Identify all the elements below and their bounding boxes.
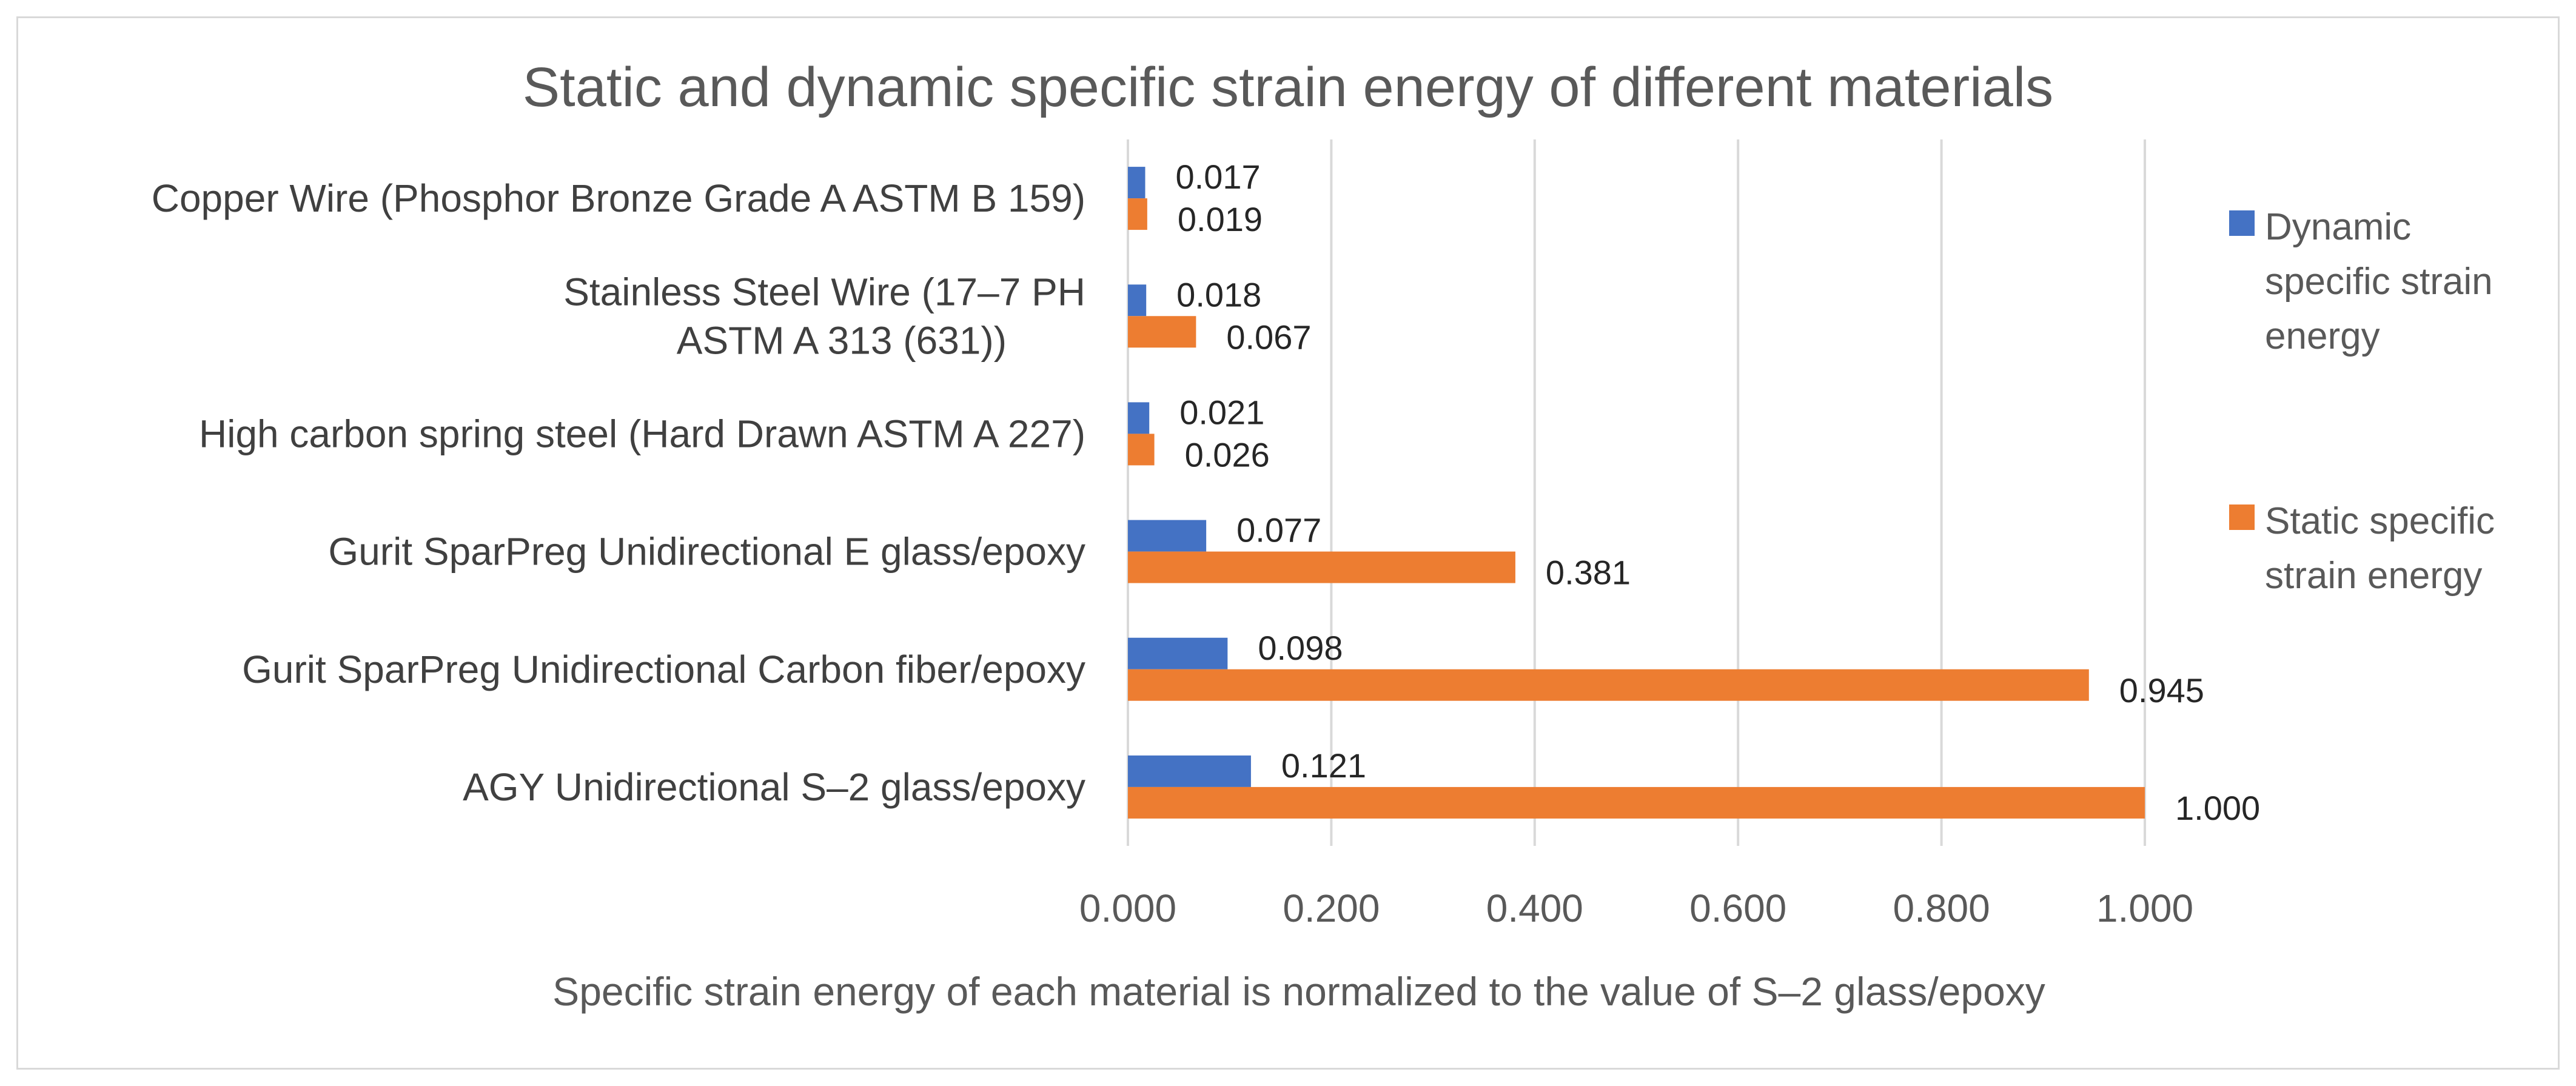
bars — [1128, 167, 2145, 819]
legend-label: strain energy — [2265, 555, 2482, 597]
bar — [1128, 755, 1251, 787]
data-label: 0.018 — [1176, 275, 1261, 313]
gridlines — [1127, 139, 2146, 846]
category-labels: Copper Wire (Phosphor Bronze Grade A AST… — [152, 176, 1085, 809]
chart-area — [16, 16, 2560, 1070]
data-label: 0.098 — [1258, 629, 1343, 667]
x-tick-label: 0.400 — [1486, 887, 1583, 930]
legend-label: Static specific — [2265, 500, 2495, 542]
bar — [1128, 316, 1196, 348]
x-tick-labels: 0.000 0.200 0.400 0.600 0.800 1.000 — [1079, 887, 2193, 930]
data-label: 0.945 — [2119, 671, 2204, 709]
data-label: 0.026 — [1185, 435, 1270, 474]
data-label: 0.019 — [1178, 200, 1263, 238]
data-label: 1.000 — [2175, 789, 2260, 827]
x-tick-label: 0.600 — [1689, 887, 1786, 930]
data-label: 0.067 — [1226, 318, 1311, 356]
data-label: 0.017 — [1176, 158, 1261, 196]
category-label: ASTM A 313 (631)) — [677, 318, 1007, 362]
bar — [1128, 434, 1155, 466]
bar — [1128, 167, 1145, 199]
legend-swatch — [2229, 504, 2255, 530]
category-label: Copper Wire (Phosphor Bronze Grade A AST… — [152, 176, 1085, 220]
category-label: Gurit SparPreg Unidirectional E glass/ep… — [328, 530, 1085, 574]
bar — [1128, 520, 1207, 552]
category-label: Gurit SparPreg Unidirectional Carbon fib… — [242, 648, 1085, 691]
legend-label: Dynamic — [2265, 206, 2411, 248]
bar — [1128, 551, 1515, 583]
category-label: AGY Unidirectional S–2 glass/epoxy — [463, 765, 1085, 809]
chart-title: Static and dynamic specific strain energ… — [523, 56, 2053, 118]
category-label: High carbon spring steel (Hard Drawn AST… — [199, 412, 1085, 455]
bar — [1128, 637, 1228, 669]
bar — [1128, 198, 1147, 230]
data-label: 0.121 — [1281, 746, 1366, 785]
category-label: Stainless Steel Wire (17–7 PH — [563, 270, 1085, 313]
bar — [1128, 786, 2145, 819]
legend: Dynamic specific strain energy Static speci… — [2229, 206, 2495, 597]
data-label: 0.381 — [1546, 554, 1631, 592]
bar — [1128, 402, 1150, 434]
legend-label: energy — [2265, 315, 2380, 357]
data-labels: 0.017 0.018 0.021 0.077 0.098 0.121 0.019 0.067… — [1176, 158, 2261, 827]
legend-swatch — [2229, 210, 2255, 236]
x-tick-label: 0.000 — [1079, 887, 1176, 930]
bar — [1128, 669, 2089, 701]
x-tick-label: 0.200 — [1283, 887, 1380, 930]
x-axis-title: Specific strain energy of each material … — [552, 969, 2045, 1014]
x-tick-label: 0.800 — [1893, 887, 1990, 930]
bar — [1128, 284, 1147, 317]
x-tick-label: 1.000 — [2096, 887, 2193, 930]
data-label: 0.077 — [1236, 511, 1321, 549]
data-label: 0.021 — [1179, 393, 1264, 431]
legend-label: specific strain — [2265, 261, 2493, 303]
